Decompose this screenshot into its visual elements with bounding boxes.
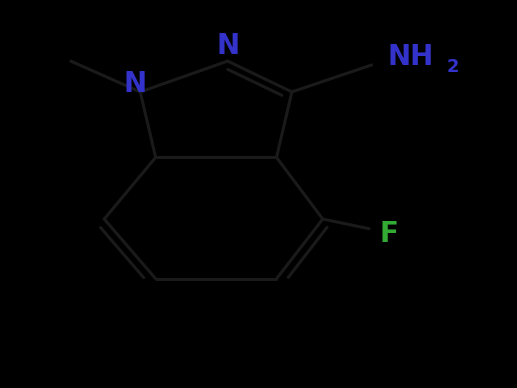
Text: F: F xyxy=(379,220,398,248)
Text: 2: 2 xyxy=(446,58,459,76)
Text: NH: NH xyxy=(387,43,433,71)
Text: N: N xyxy=(124,70,147,98)
Text: N: N xyxy=(216,32,239,60)
